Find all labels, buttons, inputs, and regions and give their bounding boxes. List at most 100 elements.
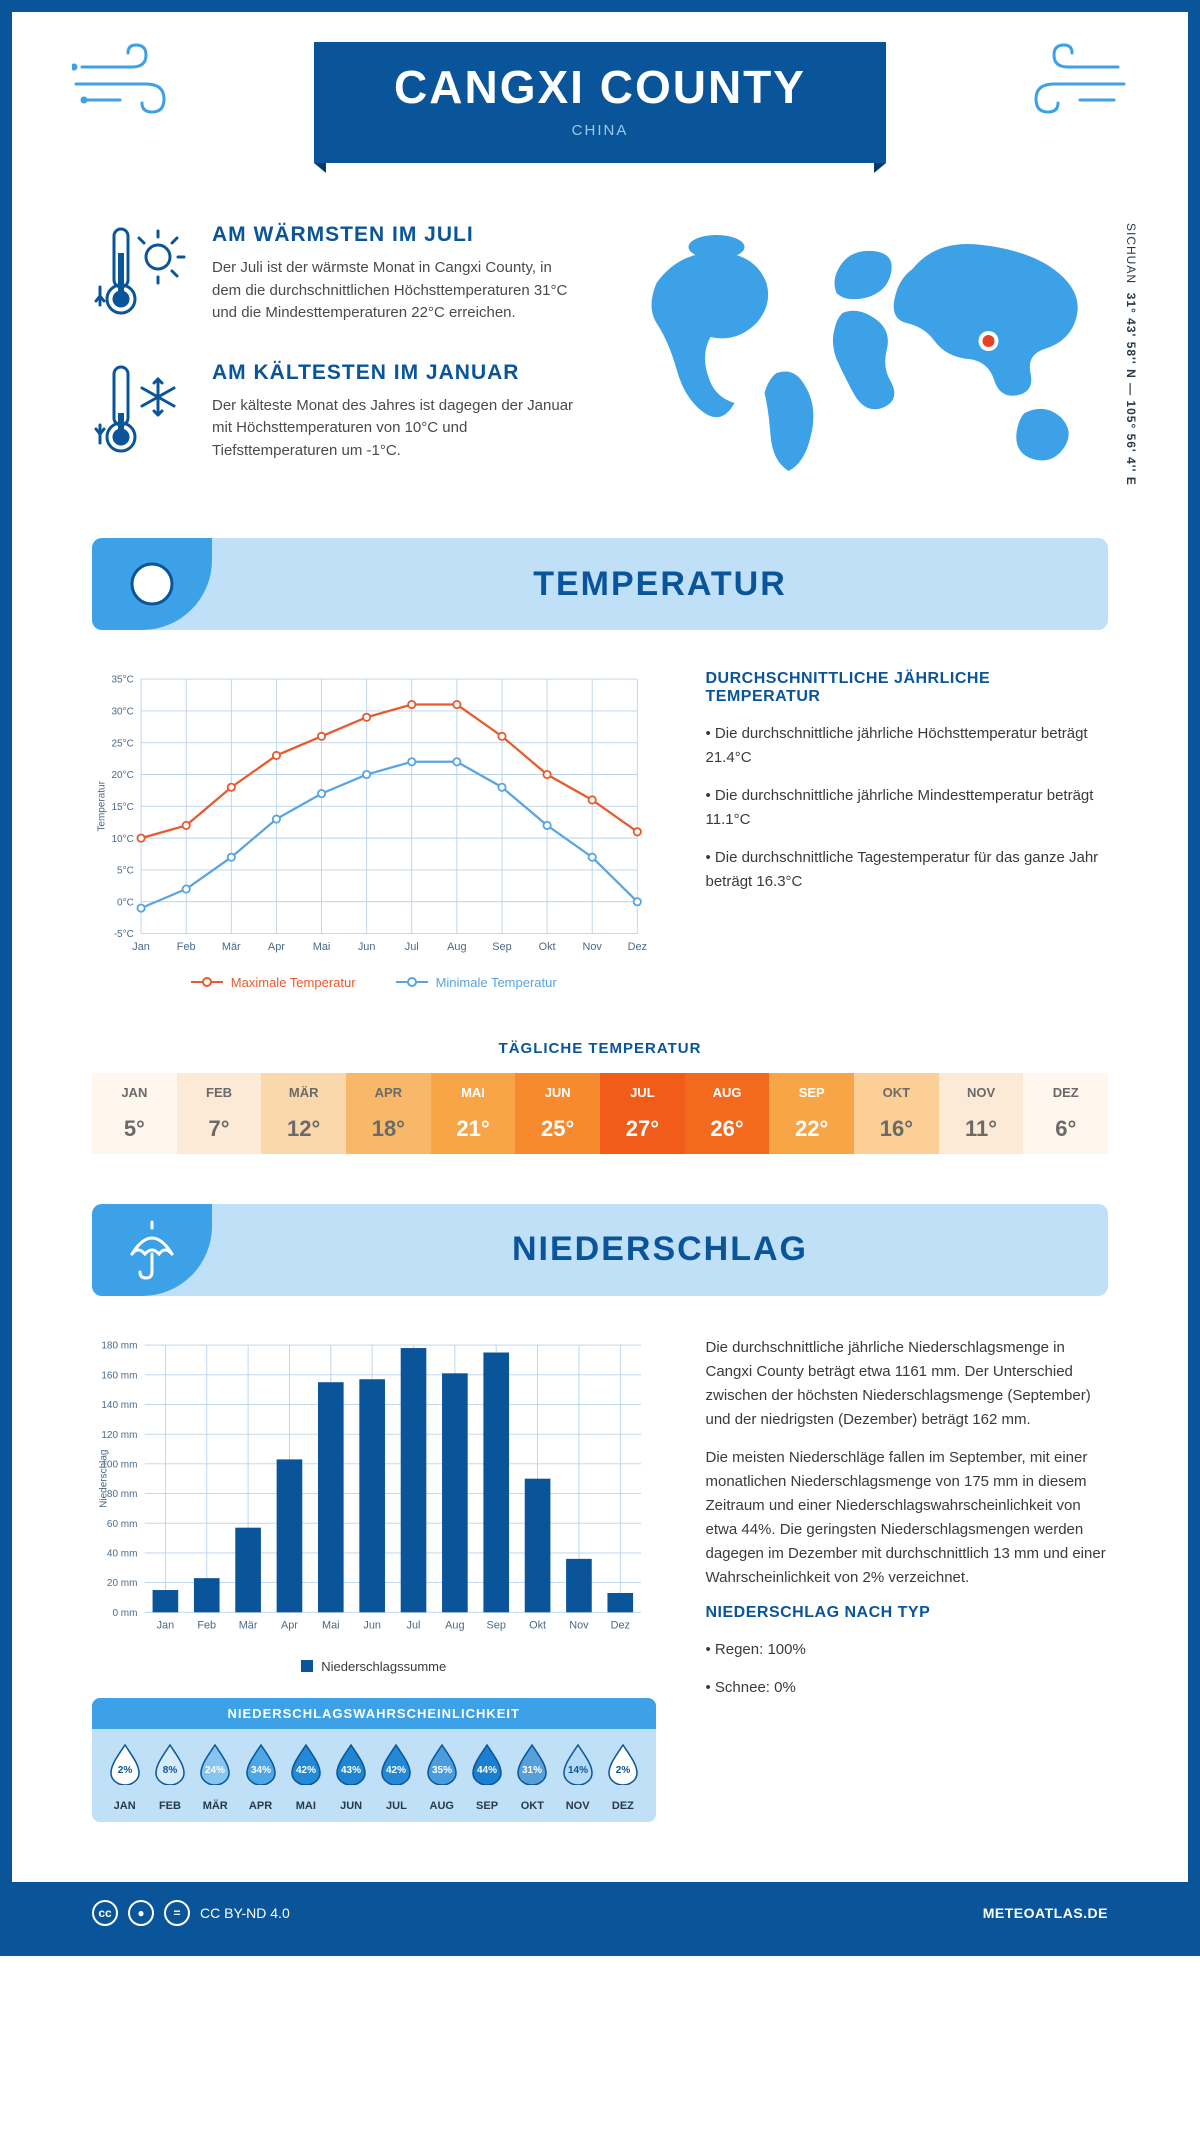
probability-item: 42%MAI <box>283 1743 328 1812</box>
precip-probability-box: NIEDERSCHLAGSWAHRSCHEINLICHKEIT 2%JAN8%F… <box>92 1698 656 1822</box>
svg-text:Sep: Sep <box>487 1619 506 1631</box>
svg-text:Nov: Nov <box>569 1619 589 1631</box>
coldest-block: AM KÄLTESTEN IM JANUAR Der kälteste Mona… <box>92 361 575 463</box>
precip-type: • Schnee: 0% <box>706 1676 1109 1700</box>
temp-cell: JUL27° <box>600 1073 685 1154</box>
svg-text:Mai: Mai <box>322 1619 340 1631</box>
section-temperature: TEMPERATUR <box>92 538 1108 630</box>
temp-cell: FEB7° <box>177 1073 262 1154</box>
wind-icon <box>1008 42 1128 122</box>
page-footer: cc ● = CC BY-ND 4.0 METEOATLAS.DE <box>12 1882 1188 1944</box>
svg-text:Mär: Mär <box>239 1619 258 1631</box>
svg-text:42%: 42% <box>386 1765 406 1776</box>
svg-text:30°C: 30°C <box>112 707 134 718</box>
svg-text:24%: 24% <box>205 1765 225 1776</box>
svg-text:Jul: Jul <box>405 941 419 953</box>
svg-text:20°C: 20°C <box>112 770 134 781</box>
svg-text:Temperatur: Temperatur <box>97 780 108 831</box>
temp-cell: JAN5° <box>92 1073 177 1154</box>
svg-text:Sep: Sep <box>492 941 511 953</box>
svg-text:Jun: Jun <box>363 1619 381 1631</box>
svg-text:Okt: Okt <box>539 941 556 953</box>
title-banner: CANGXI COUNTY CHINA <box>314 42 886 163</box>
svg-text:Jul: Jul <box>407 1619 421 1631</box>
temp-cell: MÄR12° <box>261 1073 346 1154</box>
temp-cell: MAI21° <box>431 1073 516 1154</box>
svg-text:40 mm: 40 mm <box>107 1548 138 1559</box>
temp-cell: DEZ6° <box>1023 1073 1108 1154</box>
svg-text:15°C: 15°C <box>112 802 134 813</box>
svg-text:25°C: 25°C <box>112 738 134 749</box>
probability-item: 43%JUN <box>328 1743 373 1812</box>
temp-cell: AUG26° <box>685 1073 770 1154</box>
precip-type-heading: NIEDERSCHLAG NACH TYP <box>706 1604 1109 1622</box>
coldest-heading: AM KÄLTESTEN IM JANUAR <box>212 361 575 385</box>
temp-cell: APR18° <box>346 1073 431 1154</box>
svg-text:31%: 31% <box>522 1765 542 1776</box>
temp-bullet: • Die durchschnittliche Tagestemperatur … <box>706 846 1109 894</box>
svg-text:34%: 34% <box>251 1765 271 1776</box>
probability-item: 8%FEB <box>147 1743 192 1812</box>
svg-text:Feb: Feb <box>177 941 196 953</box>
svg-text:8%: 8% <box>163 1765 178 1776</box>
temp-bullet: • Die durchschnittliche jährliche Höchst… <box>706 722 1109 770</box>
temperature-line-chart: -5°C0°C5°C10°C15°C20°C25°C30°C35°CJanFeb… <box>92 670 656 961</box>
probability-item: 35%AUG <box>419 1743 464 1812</box>
thermometer-hot-icon <box>92 223 188 319</box>
site-credit: METEOATLAS.DE <box>983 1905 1108 1921</box>
svg-text:35%: 35% <box>432 1765 452 1776</box>
svg-text:Mär: Mär <box>222 941 241 953</box>
svg-text:Okt: Okt <box>529 1619 546 1631</box>
section-title-temp: TEMPERATUR <box>212 565 1108 604</box>
daily-temp-heading: TÄGLICHE TEMPERATUR <box>12 1040 1188 1057</box>
temp-cell: NOV11° <box>939 1073 1024 1154</box>
probability-item: 14%NOV <box>555 1743 600 1812</box>
temp-cell: JUN25° <box>515 1073 600 1154</box>
temp-cell: SEP22° <box>769 1073 854 1154</box>
svg-text:2%: 2% <box>616 1765 631 1776</box>
svg-text:Nov: Nov <box>583 941 603 953</box>
svg-text:140 mm: 140 mm <box>101 1400 137 1411</box>
world-map <box>625 223 1108 483</box>
probability-item: 2%DEZ <box>600 1743 645 1812</box>
svg-text:43%: 43% <box>341 1765 361 1776</box>
nd-icon: = <box>164 1900 190 1926</box>
chart-legend: Niederschlagssumme <box>92 1659 656 1674</box>
svg-text:Dez: Dez <box>628 941 647 953</box>
svg-text:0 mm: 0 mm <box>112 1608 137 1619</box>
by-icon: ● <box>128 1900 154 1926</box>
probability-item: 42%JUL <box>374 1743 419 1812</box>
wind-icon <box>72 42 192 122</box>
probability-item: 44%SEP <box>464 1743 509 1812</box>
precip-type: • Regen: 100% <box>706 1638 1109 1662</box>
svg-text:Niederschlag: Niederschlag <box>99 1449 110 1507</box>
svg-text:Aug: Aug <box>445 1619 464 1631</box>
svg-text:0°C: 0°C <box>117 897 134 908</box>
svg-text:180 mm: 180 mm <box>101 1341 137 1352</box>
page-header: CANGXI COUNTY CHINA <box>12 12 1188 203</box>
umbrella-icon <box>120 1218 184 1282</box>
temp-cell: OKT16° <box>854 1073 939 1154</box>
svg-text:120 mm: 120 mm <box>101 1430 137 1441</box>
svg-text:Mai: Mai <box>313 941 331 953</box>
probability-item: 2%JAN <box>102 1743 147 1812</box>
precipitation-bar-chart: 0 mm20 mm40 mm60 mm80 mm100 mm120 mm140 … <box>92 1336 656 1645</box>
svg-text:14%: 14% <box>568 1765 588 1776</box>
probability-item: 34%APR <box>238 1743 283 1812</box>
chart-legend: Maximale Temperatur Minimale Temperatur <box>92 975 656 990</box>
svg-text:Aug: Aug <box>447 941 466 953</box>
svg-text:60 mm: 60 mm <box>107 1519 138 1530</box>
svg-text:44%: 44% <box>477 1765 497 1776</box>
cc-icon: cc <box>92 1900 118 1926</box>
svg-text:Jan: Jan <box>157 1619 175 1631</box>
svg-text:160 mm: 160 mm <box>101 1370 137 1381</box>
precip-text: Die durchschnittliche jährliche Niedersc… <box>706 1336 1109 1432</box>
temp-bullet: • Die durchschnittliche jährliche Mindes… <box>706 784 1109 832</box>
page-subtitle: CHINA <box>394 122 806 139</box>
probability-item: 24%MÄR <box>193 1743 238 1812</box>
svg-text:42%: 42% <box>296 1765 316 1776</box>
svg-text:5°C: 5°C <box>117 866 134 877</box>
thermometer-cold-icon <box>92 361 188 457</box>
section-title-precip: NIEDERSCHLAG <box>212 1230 1108 1269</box>
svg-text:Jun: Jun <box>358 941 376 953</box>
